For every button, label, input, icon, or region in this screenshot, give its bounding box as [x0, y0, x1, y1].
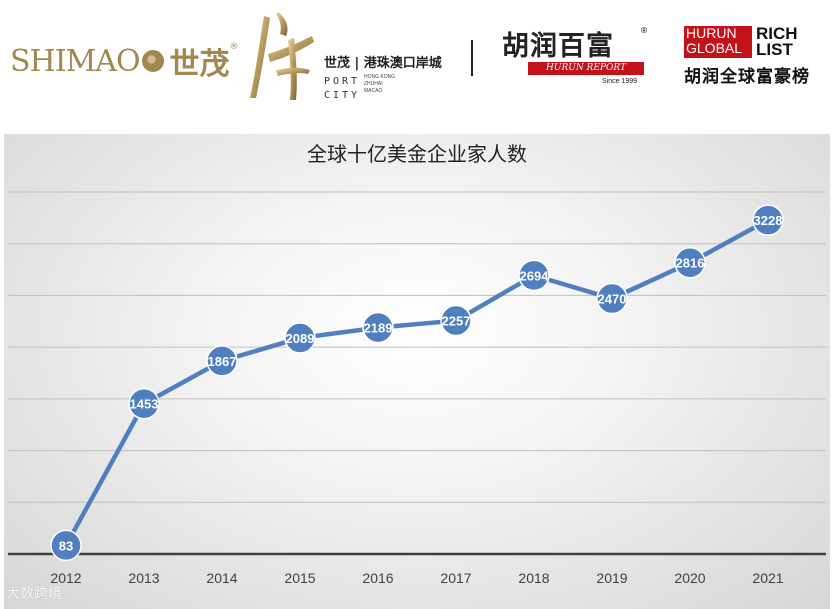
- data-label: 2694: [520, 268, 550, 283]
- data-label: 2189: [364, 321, 393, 336]
- shimao-logo: SHIMAO 世茂 ®: [10, 36, 239, 86]
- port-city-logo: 世茂 | 港珠澳口岸城 PORT CITY HONG KONG ZHUHAI M…: [246, 10, 456, 102]
- data-label: 2257: [442, 314, 471, 329]
- x-tick-label: 2015: [284, 570, 315, 586]
- data-point: [674, 246, 706, 279]
- x-tick-label: 2019: [596, 570, 627, 586]
- registered-mark: ®: [229, 42, 239, 52]
- data-label: 2816: [676, 256, 705, 271]
- hurun-logo: 胡润百富 ® HURUN REPORT Since 1999: [502, 24, 652, 94]
- data-point: [518, 259, 550, 292]
- rich-list-red-box: HURUN GLOBAL: [684, 26, 752, 58]
- logo-header: SHIMAO 世茂 ® 世茂 | 港珠澳口岸城 PORT CITY HONG K…: [0, 0, 836, 118]
- data-label: 2470: [598, 292, 627, 307]
- data-point: [362, 311, 394, 344]
- globe-icon: [141, 50, 164, 72]
- rich-list-cn: 胡润全球富豪榜: [684, 67, 810, 87]
- shimao-logo-cn: 世茂: [169, 47, 230, 82]
- port-city-small-mo: MACAO: [364, 88, 383, 94]
- rich-list-global: GLOBAL: [686, 40, 743, 56]
- x-tick-label: 2021: [752, 570, 783, 586]
- data-label: 83: [59, 538, 73, 553]
- brush-character-icon: [250, 12, 314, 100]
- data-label: 1867: [208, 354, 237, 369]
- data-point: [596, 282, 628, 315]
- series-line: [63, 217, 771, 548]
- port-city-cn: 世茂 | 港珠澳口岸城: [324, 56, 442, 71]
- line-chart: 全球十亿美金企业家人数 2012 2013 2014 2015 2016 2017 2018 2…: [8, 142, 826, 586]
- rich-list-hurun: HURUN: [686, 25, 737, 41]
- rich-list-list: LIST: [756, 40, 793, 59]
- x-tick-label: 2018: [518, 570, 549, 586]
- data-label: 3228: [754, 213, 783, 228]
- rich-list-rich: RICH: [756, 24, 798, 43]
- chart-panel: 全球十亿美金企业家人数 2012 2013 2014 2015 2016 2017 2018 2…: [4, 134, 830, 609]
- port-city-small-hk: HONG KONG: [364, 74, 396, 80]
- data-point: [440, 304, 472, 337]
- port-city-en-port: PORT: [324, 76, 361, 87]
- data-point: [206, 345, 238, 377]
- hurun-since: Since 1999: [602, 78, 638, 85]
- port-city-small-zh: ZHUHAI: [364, 81, 383, 87]
- hurun-report-band: HURUN REPORT: [528, 62, 644, 75]
- registered-mark: ®: [640, 26, 648, 35]
- shimao-logo-en: SHIMAO: [10, 43, 141, 79]
- rich-list-logo: HURUN GLOBAL RICH LIST 胡润全球富豪榜: [684, 24, 834, 90]
- data-point: [752, 204, 784, 236]
- data-point: [128, 387, 160, 420]
- x-tick-label: 2020: [674, 570, 705, 586]
- hurun-logo-cn: 胡润百富: [502, 31, 614, 62]
- data-point: [50, 529, 82, 562]
- x-tick-label: 2016: [362, 570, 393, 586]
- x-tick-label: 2012: [50, 570, 81, 586]
- chart-title: 全球十亿美金企业家人数: [307, 142, 527, 166]
- x-tick-label: 2013: [128, 570, 159, 586]
- port-city-en-city: CITY: [324, 90, 361, 101]
- watermark: 大数跨境: [6, 586, 62, 602]
- data-label: 1453: [130, 397, 159, 412]
- data-point: [284, 322, 316, 354]
- x-tick-label: 2017: [440, 570, 471, 586]
- rich-list-words: RICH LIST: [756, 24, 798, 59]
- logo-divider: [471, 40, 473, 76]
- data-label: 2089: [286, 331, 315, 346]
- x-tick-label: 2014: [206, 570, 237, 586]
